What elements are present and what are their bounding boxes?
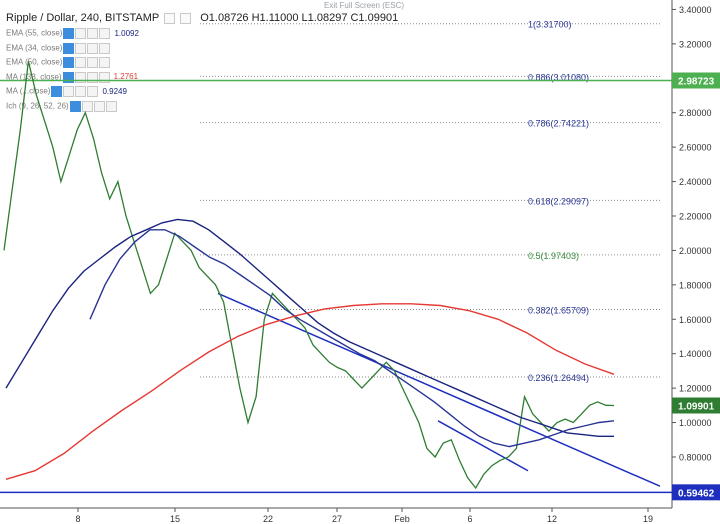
y-tick-label: 1.80000 xyxy=(679,280,712,290)
close-icon[interactable] xyxy=(99,42,111,54)
eye-icon[interactable] xyxy=(63,28,75,39)
close-icon[interactable] xyxy=(99,28,111,39)
x-tick-label: 22 xyxy=(263,514,273,524)
x-tick-label: 12 xyxy=(547,514,557,524)
x-tick-label: 15 xyxy=(170,514,180,524)
close-icon[interactable] xyxy=(105,100,117,112)
price-label-box xyxy=(672,72,720,89)
fib-level-label: 0.786(2.74221) xyxy=(528,119,589,129)
gear-icon[interactable] xyxy=(63,86,75,97)
y-tick-label: 2.80000 xyxy=(679,108,712,118)
indicator-value: 0.9249 xyxy=(102,86,127,96)
fib-level-label: 0.886(3.01080) xyxy=(528,72,589,82)
y-tick-label: 0.80000 xyxy=(679,452,712,462)
price-label: 1.09901 xyxy=(678,402,715,413)
copy-icon[interactable] xyxy=(75,86,87,97)
indicator-label: EMA (34, close) xyxy=(6,43,63,53)
price-label: 2.98723 xyxy=(678,76,715,87)
price-label-box xyxy=(672,397,720,414)
copy-icon[interactable] xyxy=(93,100,105,112)
indicator-row: EMA (34, close) xyxy=(6,42,111,54)
price-label-box xyxy=(672,484,720,501)
indicator-row: EMA (55, close) 1.0092 xyxy=(6,28,139,39)
fib-level-label: 0.236(1.26494) xyxy=(528,373,589,383)
indicator-label: MA (133, close) xyxy=(6,72,62,82)
copy-icon[interactable] xyxy=(86,71,98,83)
x-tick-label: 6 xyxy=(467,514,472,524)
x-tick-label: Feb xyxy=(394,514,410,524)
eye-icon[interactable] xyxy=(63,57,75,68)
eye-icon[interactable] xyxy=(69,100,81,112)
series-line-ema-55 xyxy=(5,218,614,437)
y-tick-label: 2.00000 xyxy=(679,246,712,256)
symbol-label: Ripple / Dollar, 240, BITSTAMP xyxy=(6,12,160,24)
fib-level-label: 0.5(1.97403) xyxy=(528,251,579,261)
gear-icon[interactable] xyxy=(75,28,87,39)
indicator-label: Ich (9, 26, 52, 26) xyxy=(6,101,69,111)
indicator-value: 1.0092 xyxy=(114,28,139,38)
indicator-label: EMA (50, close) xyxy=(6,57,63,67)
copy-icon[interactable] xyxy=(87,42,99,54)
gear-icon[interactable] xyxy=(75,42,87,54)
eye-icon[interactable] xyxy=(51,86,63,97)
y-tick-label: 1.20000 xyxy=(679,384,712,394)
series-line-ema-34 xyxy=(89,229,615,448)
copy-icon[interactable] xyxy=(87,28,99,39)
settings-icon[interactable] xyxy=(164,12,176,24)
close-icon[interactable] xyxy=(98,71,110,83)
trendline-lower xyxy=(437,420,529,472)
y-tick-label: 2.40000 xyxy=(679,177,712,187)
indicator-value: 1.2761 xyxy=(113,72,139,82)
y-tick-label: 1.40000 xyxy=(679,349,712,359)
fib-level-label: 1(3.31700) xyxy=(528,20,572,30)
trendline-upper xyxy=(217,292,661,487)
x-tick-label: 27 xyxy=(332,514,342,524)
indicator-row: MA (133, close) 1.2761 xyxy=(6,71,139,83)
gear-icon[interactable] xyxy=(74,71,86,83)
gear-icon[interactable] xyxy=(81,100,93,112)
x-tick-label: 19 xyxy=(643,514,653,524)
copy-icon[interactable] xyxy=(87,57,99,68)
ohlc-readout: O1.08726 H1.11000 L1.08297 C1.09901 xyxy=(200,12,399,24)
fib-level-label: 0.618(2.29097) xyxy=(528,196,589,206)
gear-icon[interactable] xyxy=(75,57,87,68)
y-tick-label: 1.60000 xyxy=(679,315,712,325)
fib-level-label: 0.382(1.65709) xyxy=(528,305,589,315)
series-line-price xyxy=(3,60,615,490)
indicator-label: EMA (55, close) xyxy=(6,28,63,38)
chart-title-row: Ripple / Dollar, 240, BITSTAMP O1.08726 … xyxy=(6,12,398,24)
y-tick-label: 3.40000 xyxy=(679,5,712,15)
eye-icon[interactable] xyxy=(63,42,75,54)
y-tick-label: 1.00000 xyxy=(679,418,712,428)
indicator-row: Ich (9, 26, 52, 26) xyxy=(6,100,117,112)
series-line-ma-133 xyxy=(5,303,615,480)
y-tick-label: 2.20000 xyxy=(679,211,712,221)
close-icon[interactable] xyxy=(99,57,111,68)
exit-fullscreen-button[interactable]: Exit Full Screen (ESC) xyxy=(323,1,405,10)
y-tick-label: 2.60000 xyxy=(679,143,712,153)
indicator-row: EMA (50, close) xyxy=(6,57,111,68)
indicator-row: MA (...close) 0.9249 xyxy=(6,86,127,97)
indicator-label: MA (...close) xyxy=(6,86,51,96)
eye-icon[interactable] xyxy=(62,71,74,83)
close-icon[interactable] xyxy=(87,86,99,97)
x-tick-label: 8 xyxy=(75,514,80,524)
close-icon[interactable] xyxy=(180,12,192,24)
price-label: 0.59462 xyxy=(678,488,715,499)
y-tick-label: 3.20000 xyxy=(679,39,712,49)
